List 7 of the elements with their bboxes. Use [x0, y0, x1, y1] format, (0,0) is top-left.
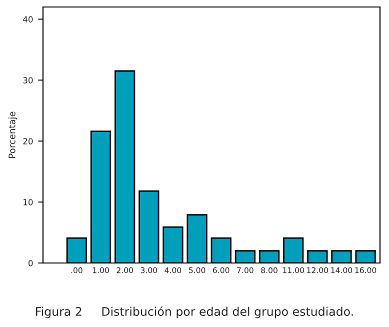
- y-tick-label: 40: [23, 16, 33, 22]
- y-tick-label: 30: [23, 77, 33, 84]
- y-tick-label: 0: [28, 260, 33, 266]
- y-tick-label: 20: [23, 138, 33, 144]
- y-axis-title: Porcentaje: [8, 112, 18, 158]
- y-tick-label: 10: [24, 199, 33, 206]
- text: Figura 2 Distribución por edad del grupo estudiado.: [36, 306, 353, 318]
